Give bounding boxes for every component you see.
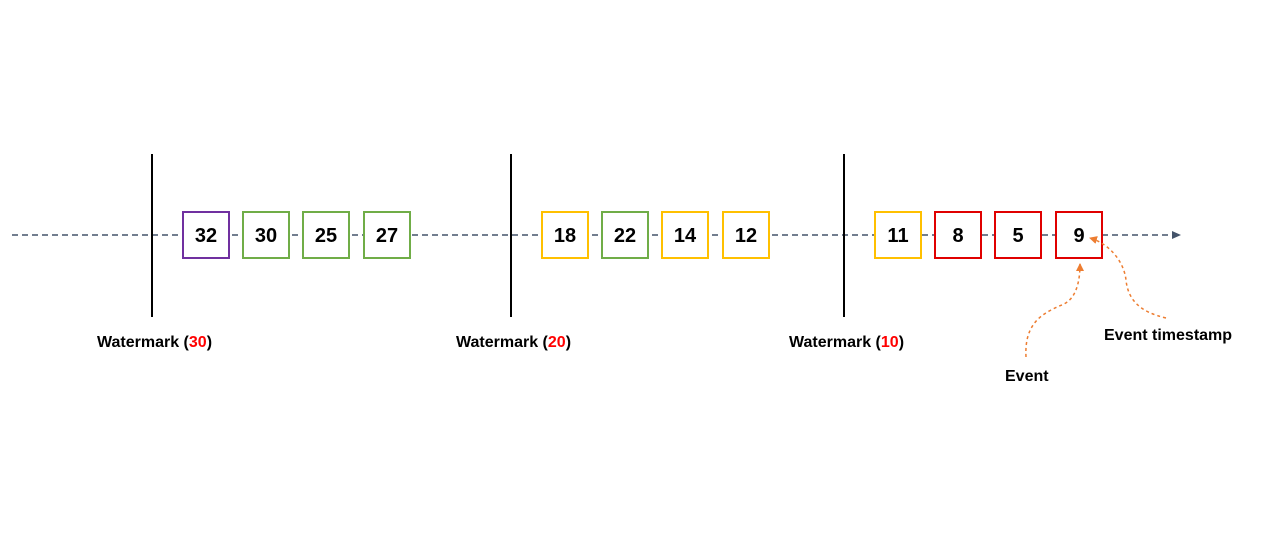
event-boxes: 32 30 25 27 18 22 14 12 11 8 5 9	[182, 211, 1103, 259]
event-box-border	[182, 211, 230, 259]
event-annotation: Event	[1005, 368, 1049, 385]
event-timestamp-value: 11	[887, 225, 908, 247]
event-box-border	[1055, 211, 1103, 259]
event-box-border	[541, 211, 589, 259]
watermark-label-suffix: )	[898, 334, 905, 351]
event-box-27: 27	[363, 211, 411, 259]
event-box-22: 22	[601, 211, 649, 259]
event-box-border	[363, 211, 411, 259]
watermark-label-prefix: Watermark (	[456, 334, 548, 351]
event-pointer-arrow	[1025, 263, 1084, 358]
event-box-18: 18	[541, 211, 589, 259]
event-timestamp-value: 25	[315, 225, 337, 247]
watermark-label-prefix: Watermark (	[789, 334, 881, 351]
event-box-8: 8	[934, 211, 982, 259]
watermark-label-30: Watermark (30)	[97, 334, 212, 352]
event-timestamp-pointer-arrow	[1089, 236, 1167, 319]
event-timestamp-value: 22	[614, 225, 636, 247]
event-box-14: 14	[661, 211, 709, 259]
event-box-border	[601, 211, 649, 259]
event-timestamp-value: 18	[554, 225, 576, 247]
watermark-label-value: 10	[880, 334, 899, 351]
event-timestamp-value: 30	[255, 225, 277, 247]
event-box-border	[302, 211, 350, 259]
event-box-5: 5	[994, 211, 1042, 259]
event-timestamp-value: 8	[952, 225, 963, 247]
event-box-border	[661, 211, 709, 259]
watermark-label-20: Watermark (20)	[456, 334, 571, 352]
event-timestamp-annotation: Event timestamp	[1104, 327, 1233, 344]
event-box-30: 30	[242, 211, 290, 259]
watermark-label-10: Watermark (10)	[789, 334, 904, 352]
watermark-label-value: 20	[547, 334, 566, 351]
watermark-label-suffix: )	[206, 334, 213, 351]
event-box-9: 9	[1055, 211, 1103, 259]
event-box-border	[874, 211, 922, 259]
event-box-border	[994, 211, 1042, 259]
event-timestamp-value: 27	[376, 225, 398, 247]
watermark-label-suffix: )	[565, 334, 572, 351]
event-timestamp-value: 32	[195, 225, 217, 247]
event-box-border	[934, 211, 982, 259]
event-box-12: 12	[722, 211, 770, 259]
event-box-border	[722, 211, 770, 259]
watermark-label-prefix: Watermark (	[97, 334, 189, 351]
event-timestamp-value: 9	[1073, 225, 1084, 247]
event-box-25: 25	[302, 211, 350, 259]
event-timestamp-value: 14	[674, 225, 697, 247]
event-box-32: 32	[182, 211, 230, 259]
event-box-11: 11	[874, 211, 922, 259]
event-timestamp-value: 5	[1012, 225, 1023, 247]
event-timestamp-value: 12	[735, 225, 757, 247]
watermark-label-value: 30	[188, 334, 207, 351]
event-box-border	[242, 211, 290, 259]
